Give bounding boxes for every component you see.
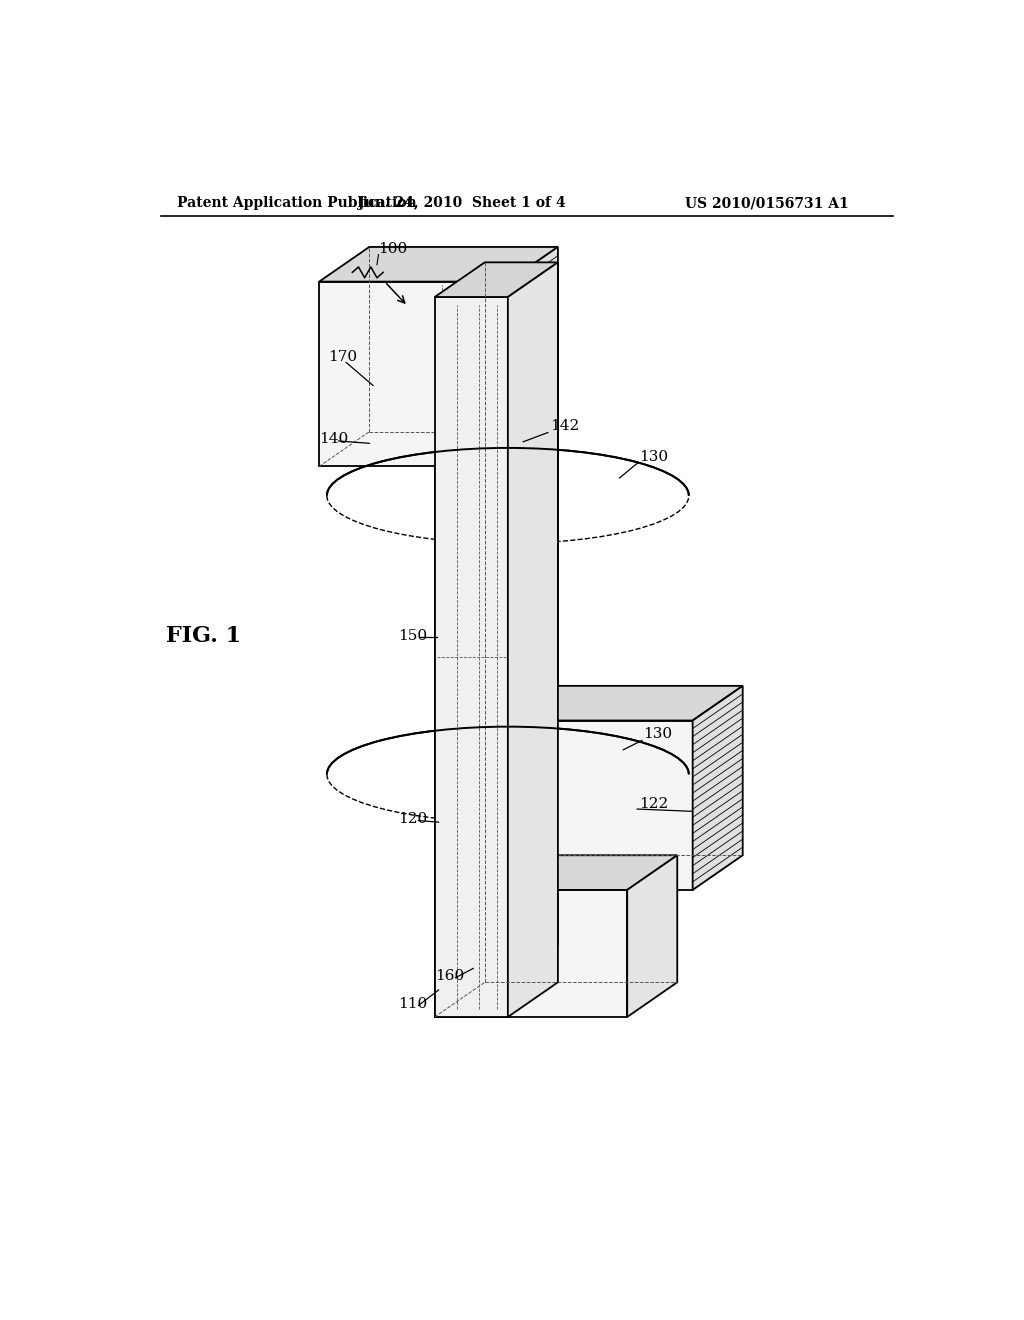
Polygon shape: [435, 721, 692, 890]
Polygon shape: [435, 890, 628, 1016]
Text: US 2010/0156731 A1: US 2010/0156731 A1: [685, 197, 849, 210]
Text: 120: 120: [398, 812, 428, 826]
Polygon shape: [435, 263, 558, 297]
Polygon shape: [508, 263, 558, 1016]
Polygon shape: [435, 855, 677, 890]
Polygon shape: [469, 892, 558, 915]
Polygon shape: [319, 281, 508, 466]
Polygon shape: [435, 263, 558, 297]
Text: FIG. 1: FIG. 1: [166, 624, 242, 647]
Polygon shape: [469, 915, 527, 966]
Text: 100: 100: [379, 243, 408, 256]
Polygon shape: [527, 892, 558, 966]
Text: Jun. 24, 2010  Sheet 1 of 4: Jun. 24, 2010 Sheet 1 of 4: [357, 197, 565, 210]
Text: Patent Application Publication: Patent Application Publication: [177, 197, 417, 210]
Polygon shape: [508, 247, 558, 466]
Text: 142: 142: [550, 420, 580, 433]
Polygon shape: [435, 686, 742, 721]
Polygon shape: [435, 297, 508, 1016]
Text: 122: 122: [639, 797, 668, 810]
Polygon shape: [508, 263, 558, 1016]
Text: 170: 170: [328, 350, 356, 364]
Polygon shape: [435, 297, 508, 1016]
Ellipse shape: [327, 447, 689, 544]
Text: 110: 110: [398, 997, 428, 1011]
Ellipse shape: [327, 726, 689, 822]
Text: 130: 130: [643, 727, 673, 742]
Text: 150: 150: [398, 628, 428, 643]
Text: 130: 130: [639, 450, 668, 465]
Polygon shape: [319, 247, 558, 281]
Polygon shape: [628, 855, 677, 1016]
Polygon shape: [692, 686, 742, 890]
Text: 160: 160: [435, 969, 464, 983]
Text: 140: 140: [319, 433, 348, 446]
